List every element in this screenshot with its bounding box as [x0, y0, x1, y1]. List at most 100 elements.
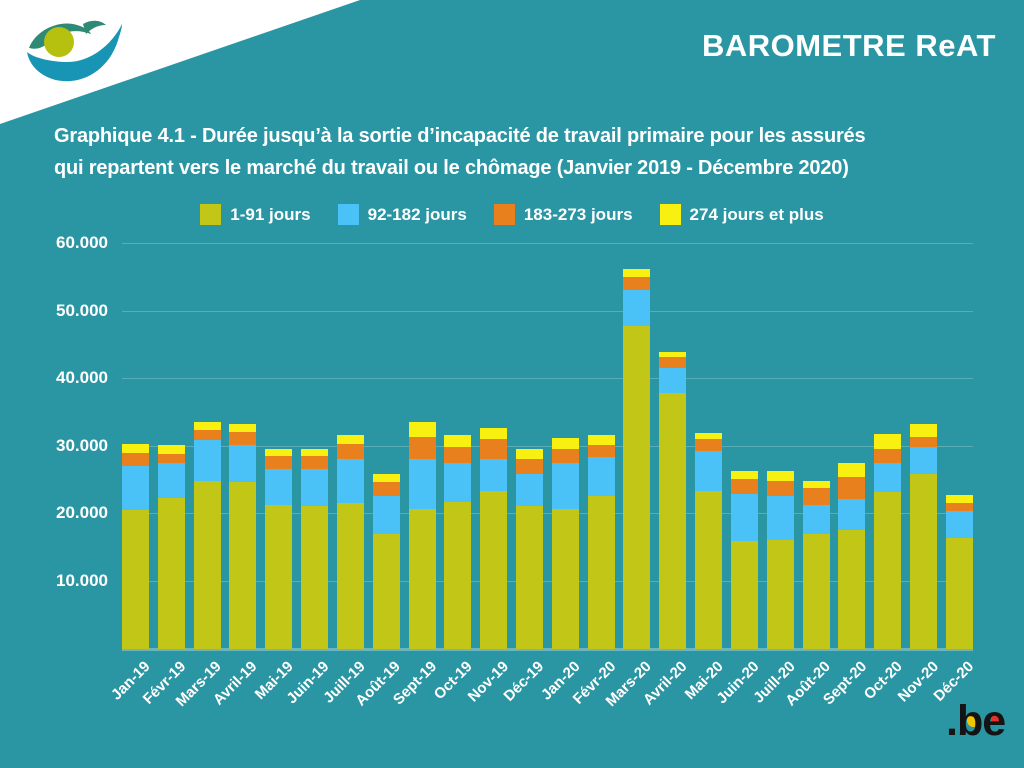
gridline	[122, 513, 973, 514]
bar-segment-Sept-20	[838, 499, 866, 530]
y-axis-label: 60.000	[56, 233, 108, 252]
social-security-logo	[27, 20, 122, 82]
bar-segment-Juin-19	[301, 455, 329, 469]
logo-olive-circle	[44, 27, 74, 57]
bar-segment-Avril-19	[229, 482, 257, 649]
bar-segment-Nov-20	[910, 437, 938, 447]
bar-segment-Août-20	[802, 480, 830, 489]
bar-segment-Sept-19	[408, 437, 436, 460]
bar-segment-Nov-19	[480, 458, 508, 492]
bar-segment-Jan-19	[122, 443, 149, 454]
bar-segment-Déc-20	[945, 537, 973, 649]
bar-segment-Nov-20	[910, 446, 938, 475]
be-logo-red-counter	[991, 713, 1003, 723]
bar-segment-Févr-20	[587, 456, 615, 497]
bar-segment-Févr-20	[587, 445, 615, 457]
legend-label: 1-91 jours	[230, 204, 311, 224]
bar-segment-Févr-19	[157, 462, 185, 499]
bar-segment-Juin-19	[301, 505, 329, 649]
legend: 1-91 jours 92-182 jours 183-273 jours 274 j…	[0, 204, 1024, 225]
bar-segment-Août-20	[802, 505, 830, 534]
bar-segment-Août-19	[372, 496, 400, 534]
bar-segment-Mai-20	[695, 433, 723, 440]
bar-segment-Avril-19	[229, 445, 257, 483]
bar-segment-Oct-20	[874, 448, 902, 463]
bar-segment-Juill-19	[336, 444, 364, 460]
bar-segment-Jan-19	[122, 509, 149, 649]
bar-segment-Mai-20	[695, 491, 723, 649]
bar-segment-Nov-19	[480, 439, 508, 459]
bar-segment-Juin-20	[730, 494, 758, 541]
bar-segment-Mai-19	[265, 469, 293, 506]
bar-segment-Sept-20	[838, 529, 866, 649]
x-axis-line	[122, 648, 973, 651]
bar-segment-Févr-19	[157, 444, 185, 454]
bar-segment-Avril-20	[659, 367, 687, 394]
bar-segment-Juill-20	[766, 495, 794, 540]
bar-segment-Sept-19	[408, 421, 436, 438]
bar-segment-Avril-19	[229, 431, 257, 446]
bar-segment-Sept-20	[838, 462, 866, 477]
bar-segment-Mai-20	[695, 439, 723, 451]
legend-swatch	[659, 204, 681, 225]
bar-segment-Mai-19	[265, 448, 293, 456]
bar-segment-Août-19	[372, 482, 400, 497]
legend-swatch	[200, 204, 222, 225]
bar-segment-Avril-20	[659, 357, 687, 368]
bar-segment-Oct-19	[444, 446, 472, 464]
bar-segment-Févr-20	[587, 435, 615, 446]
bar-segment-Juin-20	[730, 478, 758, 495]
bar-segment-Févr-20	[587, 496, 615, 649]
bar-segment-Sept-19	[408, 459, 436, 510]
bar-segment-Août-20	[802, 488, 830, 506]
bar-segment-Déc-19	[516, 449, 544, 460]
bar-segment-Avril-20	[659, 352, 687, 358]
chart-title-line2: qui repartent vers le marché du travail …	[54, 157, 849, 179]
bar-segment-Août-20	[802, 533, 830, 649]
gridline	[122, 580, 973, 582]
bar-segment-Juill-19	[336, 503, 364, 649]
bar-segment-Oct-20	[874, 433, 902, 449]
bar-segment-Juill-20	[766, 539, 794, 649]
bar-segment-Août-19	[372, 474, 400, 483]
logo-light-swoosh	[27, 24, 122, 82]
bar-segment-Déc-19	[516, 459, 544, 474]
legend-swatch	[493, 204, 515, 225]
legend-label: 274 jours et plus	[689, 204, 824, 224]
legend-item-3: 183-273 jours	[493, 204, 633, 225]
bar-segment-Oct-20	[874, 492, 902, 649]
bar-segment-Déc-19	[516, 473, 544, 506]
chart-title: Graphique 4.1 - Durée jusqu’à la sortie …	[54, 120, 866, 184]
bar-segment-Mai-19	[265, 505, 293, 649]
legend-item-2: 92-182 jours	[337, 204, 467, 225]
bar-segment-Oct-19	[444, 501, 472, 649]
gridline	[122, 378, 973, 379]
plot-area	[122, 229, 973, 651]
bar-segment-Jan-19	[122, 453, 149, 467]
gridline	[122, 445, 973, 447]
bar-segment-Oct-19	[444, 463, 472, 502]
bar-segment-Juin-20	[730, 471, 758, 479]
bar-segment-Mars-19	[193, 430, 221, 441]
bar-segment-Déc-19	[516, 505, 544, 649]
bar-segment-Sept-19	[408, 509, 436, 649]
bar-segment-Nov-19	[480, 428, 508, 440]
bar-segment-Jan-19	[122, 466, 149, 510]
bar-segment-Déc-20	[945, 503, 973, 511]
bar-segment-Févr-19	[157, 498, 185, 649]
legend-swatch	[337, 204, 359, 225]
legend-label: 92-182 jours	[367, 204, 467, 224]
bar-segment-Oct-19	[444, 435, 472, 447]
bar-segment-Mars-20	[623, 268, 651, 278]
be-logo-text: .be	[946, 697, 1006, 745]
bar-segment-Nov-20	[910, 424, 938, 438]
bar-segment-Nov-20	[910, 474, 938, 649]
bar-segment-Mars-19	[193, 421, 221, 431]
bar-segment-Juin-19	[301, 468, 329, 506]
y-axis-label: 30.000	[56, 435, 108, 455]
bar-segment-Mai-20	[695, 450, 723, 492]
y-axis-label: 10.000	[56, 570, 108, 590]
bar-segment-Mars-20	[623, 277, 651, 290]
bar-segment-Juill-19	[336, 459, 364, 504]
